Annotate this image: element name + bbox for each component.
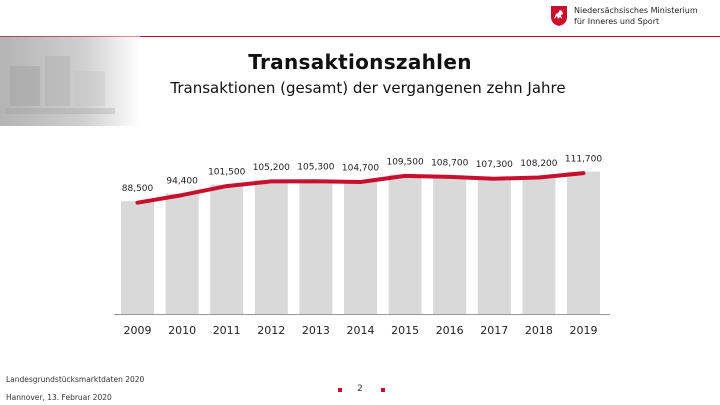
data-label-2011: 101,500 xyxy=(208,168,245,178)
ministry-name-line2: für Inneres und Sport xyxy=(574,17,660,26)
ministry-name-line1: Niedersächsisches Ministerium xyxy=(574,6,698,15)
x-tick-label-2018: 2018 xyxy=(525,324,553,337)
bar-2018 xyxy=(522,176,556,314)
bar-2016 xyxy=(433,175,467,314)
data-label-2013: 105,300 xyxy=(297,163,334,173)
x-tick-label-2014: 2014 xyxy=(347,324,375,337)
lower-saxony-crest-icon xyxy=(551,6,567,26)
bar-2017 xyxy=(477,177,511,314)
page-marker-right xyxy=(381,388,385,392)
bar-2019 xyxy=(567,171,600,314)
bar-2013 xyxy=(299,179,333,314)
bar-2014 xyxy=(344,180,377,314)
bar-2009 xyxy=(121,201,154,314)
footer-source: Landesgrundstücksmarktdaten 2020 xyxy=(6,375,145,384)
slide-subtitle: Transaktionen (gesamt) der vergangenen z… xyxy=(170,79,566,97)
data-label-2012: 105,200 xyxy=(253,163,290,173)
data-label-2018: 108,200 xyxy=(520,159,557,169)
slide-title: Transaktionszahlen xyxy=(248,50,472,74)
header-divider xyxy=(0,36,720,37)
data-label-2019: 111,700 xyxy=(565,155,602,165)
footer-place-date: Hannover, 13. Februar 2020 xyxy=(6,393,112,402)
trend-line xyxy=(135,171,586,205)
x-tick-label-2013: 2013 xyxy=(302,324,330,337)
x-tick-label-2010: 2010 xyxy=(168,324,196,337)
x-tick-label-2012: 2012 xyxy=(257,324,285,337)
data-label-2017: 107,300 xyxy=(476,160,513,170)
bar-2010 xyxy=(165,193,199,314)
page-marker-left xyxy=(338,388,342,392)
x-tick-label-2019: 2019 xyxy=(570,324,598,337)
x-tick-label-2009: 2009 xyxy=(124,324,152,337)
data-label-2016: 108,700 xyxy=(431,158,468,168)
page-number: 2 xyxy=(357,384,363,394)
data-label-2014: 104,700 xyxy=(342,164,379,174)
bar-2012 xyxy=(254,179,288,314)
data-label-2015: 109,500 xyxy=(386,157,423,167)
x-tick-label-2011: 2011 xyxy=(213,324,241,337)
data-label-2010: 94,400 xyxy=(166,177,198,187)
x-tick-label-2015: 2015 xyxy=(391,324,419,337)
ministry-logo: Niedersächsisches Ministerium für Innere… xyxy=(550,5,698,27)
decorative-photo xyxy=(0,36,140,126)
x-tick-label-2016: 2016 xyxy=(436,324,464,337)
bar-2011 xyxy=(210,184,244,314)
bar-2015 xyxy=(388,174,422,314)
x-tick-label-2017: 2017 xyxy=(480,324,508,337)
data-label-2009: 88,500 xyxy=(122,184,154,194)
